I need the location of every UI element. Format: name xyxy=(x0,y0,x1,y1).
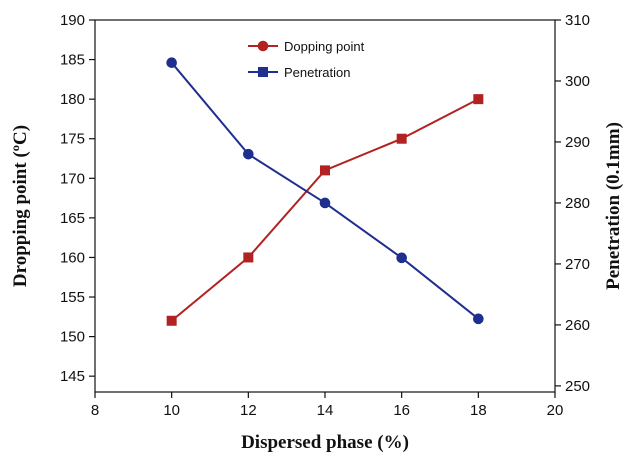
data-point xyxy=(473,313,484,325)
x-tick-label: 18 xyxy=(470,402,487,419)
data-point xyxy=(473,94,484,105)
x-tick-label: 10 xyxy=(163,402,180,419)
y-left-tick-label: 160 xyxy=(60,249,85,266)
series-dropping-point xyxy=(166,94,484,326)
y-left-tick-label: 190 xyxy=(60,12,85,29)
y-right-tick-label: 300 xyxy=(565,73,590,90)
x-tick-label: 16 xyxy=(393,402,410,419)
series-line xyxy=(171,98,479,322)
y-axis-left-title: Dropping point (ºC) xyxy=(10,125,31,287)
data-point xyxy=(319,197,331,209)
data-point xyxy=(320,165,330,176)
data-point xyxy=(243,252,254,263)
y-left-tick-label: 155 xyxy=(60,289,85,306)
y-left-tick-label: 145 xyxy=(60,368,85,385)
y-right-tick-label: 250 xyxy=(565,378,590,395)
y-right-tick-label: 260 xyxy=(565,317,590,334)
data-point xyxy=(396,252,407,264)
y-axis-right-title: Penetration (0.1mm) xyxy=(603,122,624,290)
y-left-tick-label: 175 xyxy=(60,131,85,148)
series-penetration xyxy=(166,57,484,325)
axis-titles: Dispersed phase (%) Dropping point (ºC) … xyxy=(10,122,624,453)
legend-entry: Dopping point xyxy=(248,39,365,54)
y-right-tick-label: 270 xyxy=(565,256,590,273)
series-layer xyxy=(166,57,484,326)
y-left-tick-label: 150 xyxy=(60,329,85,346)
y-left-tick-label: 165 xyxy=(60,210,85,227)
legend-label: Penetration xyxy=(284,65,351,80)
x-axis-title: Dispersed phase (%) xyxy=(241,432,409,453)
data-point xyxy=(396,133,407,144)
y-left-tick-label: 170 xyxy=(60,170,85,187)
y-left-tick-label: 180 xyxy=(60,91,85,108)
x-tick-label: 8 xyxy=(91,402,99,419)
y-right-tick-label: 280 xyxy=(565,195,590,212)
x-tick-label: 12 xyxy=(240,402,257,419)
legend-marker xyxy=(257,40,269,52)
x-tick-label: 14 xyxy=(317,402,334,419)
series-line xyxy=(170,62,479,320)
data-point xyxy=(243,148,254,160)
legend: Dopping point Penetration xyxy=(248,39,365,80)
x-tick-label: 20 xyxy=(547,402,564,419)
y-left-tick-label: 185 xyxy=(60,52,85,69)
y-right-tick-label: 290 xyxy=(565,134,590,151)
data-point xyxy=(166,57,177,68)
axes-layer: 8 10 12 14 16 18 20 145 150 155 160 165 170 175 180 185… xyxy=(60,12,590,419)
legend-marker xyxy=(258,67,268,77)
y-right-tick-label: 310 xyxy=(565,12,590,29)
data-point xyxy=(166,315,177,326)
legend-label: Dopping point xyxy=(284,39,365,54)
legend-entry: Penetration xyxy=(248,65,351,80)
